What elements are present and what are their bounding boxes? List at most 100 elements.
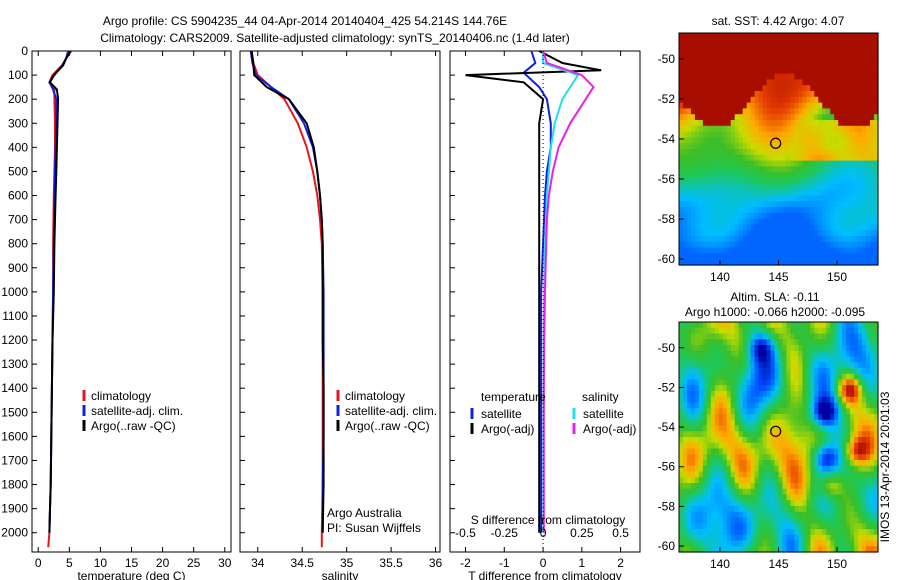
- map-cell: [858, 131, 863, 138]
- map-cell: [754, 396, 760, 404]
- map-cell: [686, 218, 692, 225]
- x-tick-label: 0: [540, 556, 547, 570]
- map-cell: [722, 454, 728, 461]
- map-cell: [830, 247, 835, 254]
- map-cell: [802, 391, 807, 398]
- map-cell: [826, 178, 831, 185]
- map-cell: [698, 483, 704, 490]
- map-cell: [834, 477, 839, 484]
- map-cell: [770, 402, 776, 409]
- map-cell: [806, 391, 811, 398]
- map-cell: [790, 465, 796, 473]
- map-cell: [766, 408, 772, 415]
- map-cell: [758, 396, 764, 404]
- map-cell: [766, 218, 772, 225]
- map-cell: [786, 523, 792, 530]
- map-cell: [722, 339, 728, 346]
- map-cell: [810, 385, 815, 392]
- map-cell: [766, 224, 772, 231]
- map-x-tick-label: 140: [710, 557, 730, 571]
- map-cell: [798, 523, 803, 530]
- map-cell: [738, 120, 744, 127]
- map-cell: [679, 195, 684, 202]
- map-cell: [698, 236, 704, 243]
- map-cell: [734, 442, 740, 450]
- map-cell: [766, 523, 772, 530]
- map-cell: [786, 230, 792, 237]
- map-cell: [682, 149, 688, 156]
- map-cell: [774, 96, 780, 104]
- map-cell: [850, 500, 855, 507]
- map-cell: [722, 137, 728, 144]
- map-cell: [738, 172, 744, 179]
- map-cell: [686, 67, 692, 75]
- map-cell: [722, 50, 728, 57]
- map-cell: [754, 33, 760, 40]
- map-cell: [774, 477, 780, 484]
- map-cell: [690, 373, 696, 381]
- map-cell: [746, 73, 752, 80]
- map-cell: [838, 500, 843, 507]
- map-cell: [806, 79, 811, 86]
- map-cell: [690, 212, 696, 220]
- map-cell: [679, 67, 684, 75]
- map-cell: [726, 327, 732, 335]
- map-cell: [706, 253, 712, 260]
- map-cell: [778, 85, 784, 92]
- map-cell: [746, 253, 752, 260]
- map-cell: [726, 356, 732, 363]
- map-cell: [726, 517, 732, 524]
- map-cell: [814, 408, 819, 415]
- map-cell: [742, 488, 748, 496]
- map-cell: [750, 183, 756, 191]
- map-cell: [702, 56, 708, 63]
- map-cell: [842, 178, 847, 185]
- map-cell: [802, 448, 807, 455]
- map-cell: [802, 201, 807, 208]
- map-cell: [730, 38, 736, 46]
- map-cell: [854, 379, 859, 386]
- map-cell: [786, 419, 792, 427]
- map-cell: [830, 73, 835, 80]
- map-cell: [778, 454, 784, 461]
- map-cell: [702, 143, 708, 150]
- map-cell: [786, 322, 792, 329]
- map-cell: [870, 149, 875, 156]
- map-cell: [706, 73, 712, 80]
- map-cell: [834, 131, 839, 138]
- map-cell: [774, 396, 780, 404]
- map-cell: [770, 178, 776, 185]
- map-cell: [690, 172, 696, 179]
- map-cell: [810, 529, 815, 536]
- map-cell: [794, 333, 799, 340]
- map-cell: [806, 178, 811, 185]
- map-cell: [850, 195, 855, 202]
- map-cell: [690, 488, 696, 496]
- map-cell: [770, 414, 776, 421]
- map-cell: [702, 137, 708, 144]
- map-cell: [846, 419, 851, 427]
- map-cell: [758, 465, 764, 473]
- map-cell: [842, 483, 847, 490]
- map-cell: [742, 137, 748, 144]
- map-cell: [734, 540, 740, 547]
- map-cell: [682, 259, 688, 266]
- map-cell: [754, 477, 760, 484]
- y-tick-label: 700: [8, 213, 28, 227]
- map-cell: [690, 67, 696, 75]
- map-cell: [806, 517, 811, 524]
- map-cell: [774, 339, 780, 346]
- map-cell: [798, 477, 803, 484]
- map-cell: [790, 96, 796, 104]
- map-cell: [822, 546, 827, 553]
- map-cell: [758, 120, 764, 127]
- map-cell: [854, 143, 859, 150]
- map-cell: [818, 414, 823, 421]
- map-cell: [814, 44, 819, 51]
- map-cell: [754, 517, 760, 524]
- map-cell: [718, 120, 724, 127]
- map-cell: [698, 96, 704, 104]
- map-cell: [834, 125, 839, 133]
- map-cell: [698, 195, 704, 202]
- map-cell: [726, 108, 732, 115]
